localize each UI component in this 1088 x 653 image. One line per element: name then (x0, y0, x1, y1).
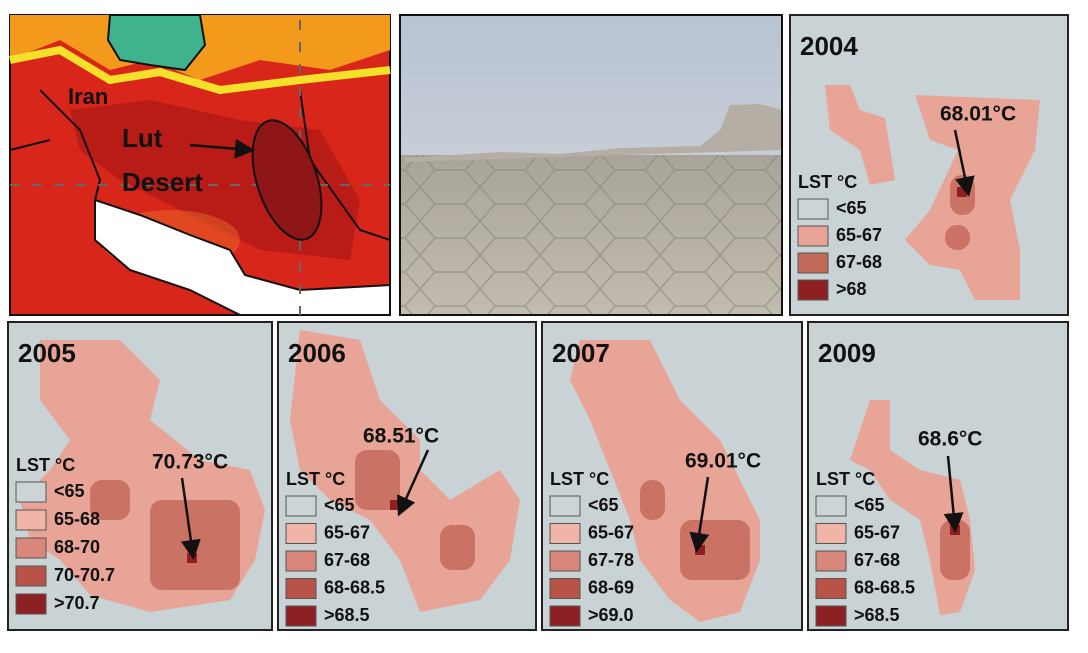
legend-label: 65-67 (324, 522, 370, 542)
legend-label: 68-68.5 (854, 577, 915, 597)
legend-swatch (815, 578, 847, 599)
legend-label: 65-67 (854, 522, 900, 542)
legend-label: 67-68 (836, 252, 882, 272)
lst-hot-area (150, 500, 240, 590)
peak-arrow (397, 449, 430, 517)
legend-swatch (797, 252, 829, 274)
legend-swatch (815, 523, 847, 544)
lst-hot-area (355, 450, 400, 510)
legend-swatch (15, 537, 47, 559)
peak-label: 68.51°C (363, 425, 439, 448)
overview-map: Iran Lut Desert (9, 14, 391, 316)
peak-arrow (689, 476, 710, 553)
legend-label: <65 (588, 495, 619, 515)
legend-swatch (285, 578, 317, 599)
country-label: Iran (68, 84, 108, 109)
lst-hot-area (945, 225, 970, 250)
legend-swatch (815, 495, 847, 517)
lst-peak-area (390, 500, 400, 510)
peak-label: 69.01°C (685, 450, 761, 473)
legend-title: LST °C (550, 469, 609, 489)
lst-hot-area (940, 520, 970, 580)
desert-photo (399, 14, 783, 316)
panel-year: 2009 (818, 338, 876, 368)
panel-year: 2005 (18, 338, 76, 368)
peak-arrow (180, 477, 201, 560)
legend-swatch (549, 605, 581, 627)
legend-swatch (549, 495, 581, 517)
legend-swatch (815, 550, 847, 572)
legend-label: <65 (324, 495, 355, 515)
legend-label: >68 (836, 279, 867, 299)
region-label: Lut (122, 123, 163, 153)
lst-hot-area (440, 525, 475, 570)
legend-swatch (797, 279, 829, 301)
legend-swatch (549, 578, 581, 599)
lst-hot-area (90, 480, 130, 520)
legend-swatch (285, 523, 317, 544)
legend-label: 67-68 (854, 550, 900, 570)
legend-swatch (815, 605, 847, 627)
legend-swatch (285, 495, 317, 517)
legend-label: 67-78 (588, 550, 634, 570)
legend-label: >68.5 (854, 605, 900, 625)
lst-area (825, 85, 895, 185)
legend-label: 67-68 (324, 550, 370, 570)
legend-swatch (797, 225, 829, 247)
legend-swatch (797, 198, 829, 220)
legend-swatch (549, 550, 581, 572)
legend-label: 65-67 (836, 225, 882, 245)
legend-swatch (285, 550, 317, 572)
legend-label: >70.7 (54, 593, 100, 613)
legend-label: <65 (854, 495, 885, 515)
legend-swatch (549, 523, 581, 544)
lst-panels: 2004 68.01°C LST °C <65 65-67 67-68 >68 2005 70.… (7, 14, 1069, 631)
panel-year: 2007 (552, 338, 610, 368)
legend-label: 65-68 (54, 509, 100, 529)
peak-label: 68.6°C (918, 428, 982, 451)
lst-hot-area (640, 480, 665, 520)
legend-swatch (15, 565, 47, 587)
lst-peak-area (957, 187, 967, 197)
lst-hot-area (680, 520, 750, 580)
legend-swatch (15, 593, 47, 615)
legend-label: 68-69 (588, 577, 634, 597)
legend-label: 65-67 (588, 522, 634, 542)
legend-swatch (285, 605, 317, 627)
panel-year: 2006 (288, 338, 346, 368)
legend-label: <65 (836, 198, 867, 218)
region-label: Desert (122, 167, 203, 197)
legend-title: LST °C (286, 469, 345, 489)
legend-title: LST °C (798, 172, 857, 192)
peak-label: 70.73°C (152, 451, 228, 474)
legend-label: 70-70.7 (54, 565, 115, 585)
legend-swatch (15, 481, 47, 503)
legend-title: LST °C (16, 455, 75, 475)
legend-label: >68.5 (324, 605, 370, 625)
peak-label: 68.01°C (940, 103, 1016, 126)
peak-arrow (943, 455, 964, 533)
legend-swatch (15, 509, 47, 531)
legend-label: 68-70 (54, 537, 100, 557)
legend-label: >69.0 (588, 605, 634, 625)
peak-arrow (953, 129, 975, 197)
panel-year: 2004 (800, 31, 858, 61)
legend-title: LST °C (816, 469, 875, 489)
legend-label: <65 (54, 481, 85, 501)
legend-label: 68-68.5 (324, 577, 385, 597)
